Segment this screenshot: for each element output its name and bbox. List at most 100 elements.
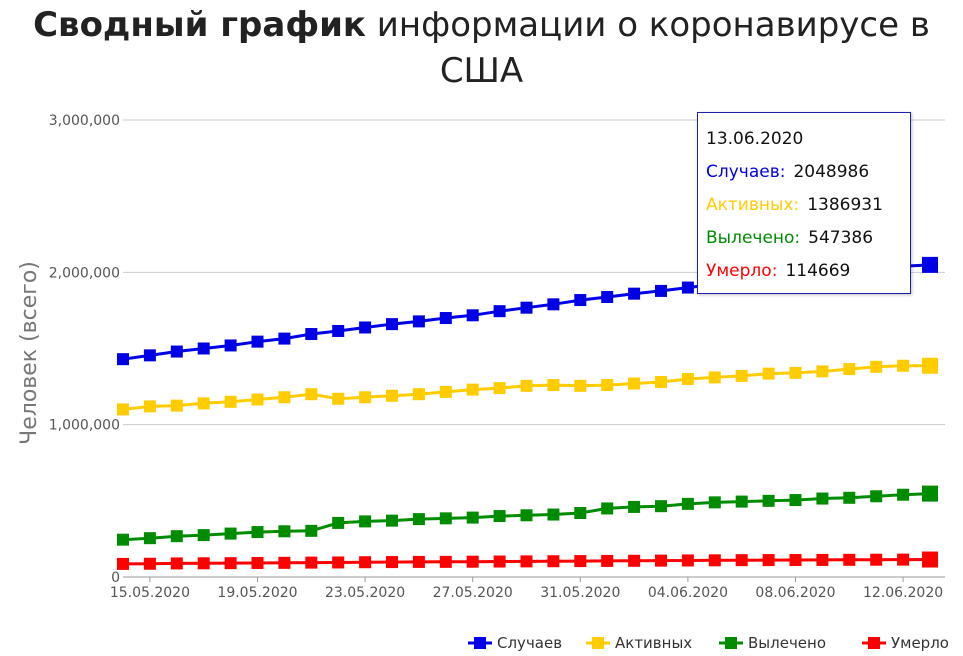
data-point <box>359 515 372 528</box>
data-point <box>574 555 587 568</box>
data-point <box>789 494 802 507</box>
data-point <box>520 301 533 314</box>
chart-title-rest: информации о коронавирусе в США <box>365 5 930 91</box>
data-point <box>547 379 560 392</box>
tooltip-row: Активных: 1386931 <box>706 189 910 222</box>
x-tick-label: 31.05.2020 <box>540 585 620 601</box>
data-point <box>601 554 614 567</box>
legend-marker <box>592 637 604 649</box>
data-point <box>493 382 506 395</box>
data-point <box>762 367 775 380</box>
data-point <box>170 557 183 570</box>
data-point <box>708 554 721 567</box>
data-point <box>386 389 398 402</box>
data-point <box>278 556 291 569</box>
data-point <box>466 555 479 568</box>
data-point <box>789 554 802 567</box>
x-tick-label: 27.05.2020 <box>433 585 513 601</box>
data-point <box>547 508 560 521</box>
legend-label: Умерло <box>891 634 949 652</box>
data-point <box>547 555 560 568</box>
data-point <box>278 391 291 404</box>
data-point <box>466 309 479 322</box>
data-point <box>493 555 506 568</box>
data-point <box>628 554 641 567</box>
chart-title: Сводный график информации о коронавирусе… <box>0 2 963 94</box>
tooltip-value: 1386931 <box>807 195 883 215</box>
data-point <box>681 372 694 385</box>
data-point <box>493 305 506 318</box>
data-point <box>762 554 775 567</box>
data-point <box>628 500 641 513</box>
tooltip-row: Умерло: 114669 <box>706 255 910 288</box>
data-point <box>117 403 129 416</box>
data-point <box>117 533 129 546</box>
data-point <box>251 393 264 406</box>
data-point <box>143 349 156 362</box>
data-point <box>197 397 210 410</box>
data-point <box>922 256 938 273</box>
x-tick-label: 19.05.2020 <box>217 585 297 601</box>
data-point <box>762 494 775 507</box>
data-point <box>897 553 910 566</box>
data-point <box>197 557 210 570</box>
data-point <box>170 345 183 358</box>
data-point <box>520 509 533 522</box>
data-point <box>870 360 883 373</box>
chart-title-bold: Сводный график <box>33 5 366 45</box>
data-point <box>439 512 452 525</box>
data-point <box>681 281 694 294</box>
data-point <box>412 315 425 328</box>
y-tick-label: 0 <box>111 570 120 586</box>
data-point <box>143 557 156 570</box>
data-point <box>386 318 398 331</box>
data-point <box>332 556 345 569</box>
tooltip-label: Умерло: <box>706 261 778 281</box>
data-point <box>278 525 291 538</box>
tooltip-label: Вылечено: <box>706 228 801 248</box>
tooltip: 13.06.2020 Случаев: 2048986 Активных: 13869… <box>697 112 911 294</box>
tooltip-date: 13.06.2020 <box>706 129 804 149</box>
data-point <box>466 383 479 396</box>
data-point <box>143 400 156 413</box>
data-point <box>628 377 641 390</box>
data-point <box>251 556 264 569</box>
data-point <box>493 510 506 523</box>
data-point <box>224 395 237 408</box>
data-point <box>386 514 398 527</box>
data-point <box>735 495 748 508</box>
data-point <box>601 291 614 304</box>
data-point <box>251 526 264 539</box>
data-point <box>655 554 667 567</box>
data-point <box>224 339 237 352</box>
tooltip-label: Случаев: <box>706 162 786 182</box>
data-point <box>735 554 748 567</box>
data-point <box>359 321 372 334</box>
data-point <box>143 532 156 545</box>
data-point <box>412 513 425 526</box>
y-tick-label: 2,000,000 <box>49 265 120 281</box>
data-point <box>466 511 479 524</box>
data-point <box>170 530 183 543</box>
data-point <box>117 353 129 366</box>
x-tick-label: 15.05.2020 <box>110 585 190 601</box>
data-point <box>305 524 318 537</box>
tooltip-value: 114669 <box>785 261 851 281</box>
series-1 <box>117 357 938 416</box>
data-point <box>922 357 938 374</box>
data-point <box>843 553 856 566</box>
x-tick-label: 08.06.2020 <box>755 585 835 601</box>
data-point <box>655 500 667 513</box>
legend-label: Активных <box>615 634 692 652</box>
data-point <box>197 529 210 542</box>
data-point <box>305 556 318 569</box>
data-point <box>224 527 237 540</box>
series-group <box>117 256 938 570</box>
y-tick-label: 3,000,000 <box>49 113 120 129</box>
x-tick-label: 12.06.2020 <box>863 585 943 601</box>
data-point <box>816 365 829 378</box>
data-point <box>843 491 856 504</box>
data-point <box>922 551 938 568</box>
data-point <box>843 363 856 376</box>
